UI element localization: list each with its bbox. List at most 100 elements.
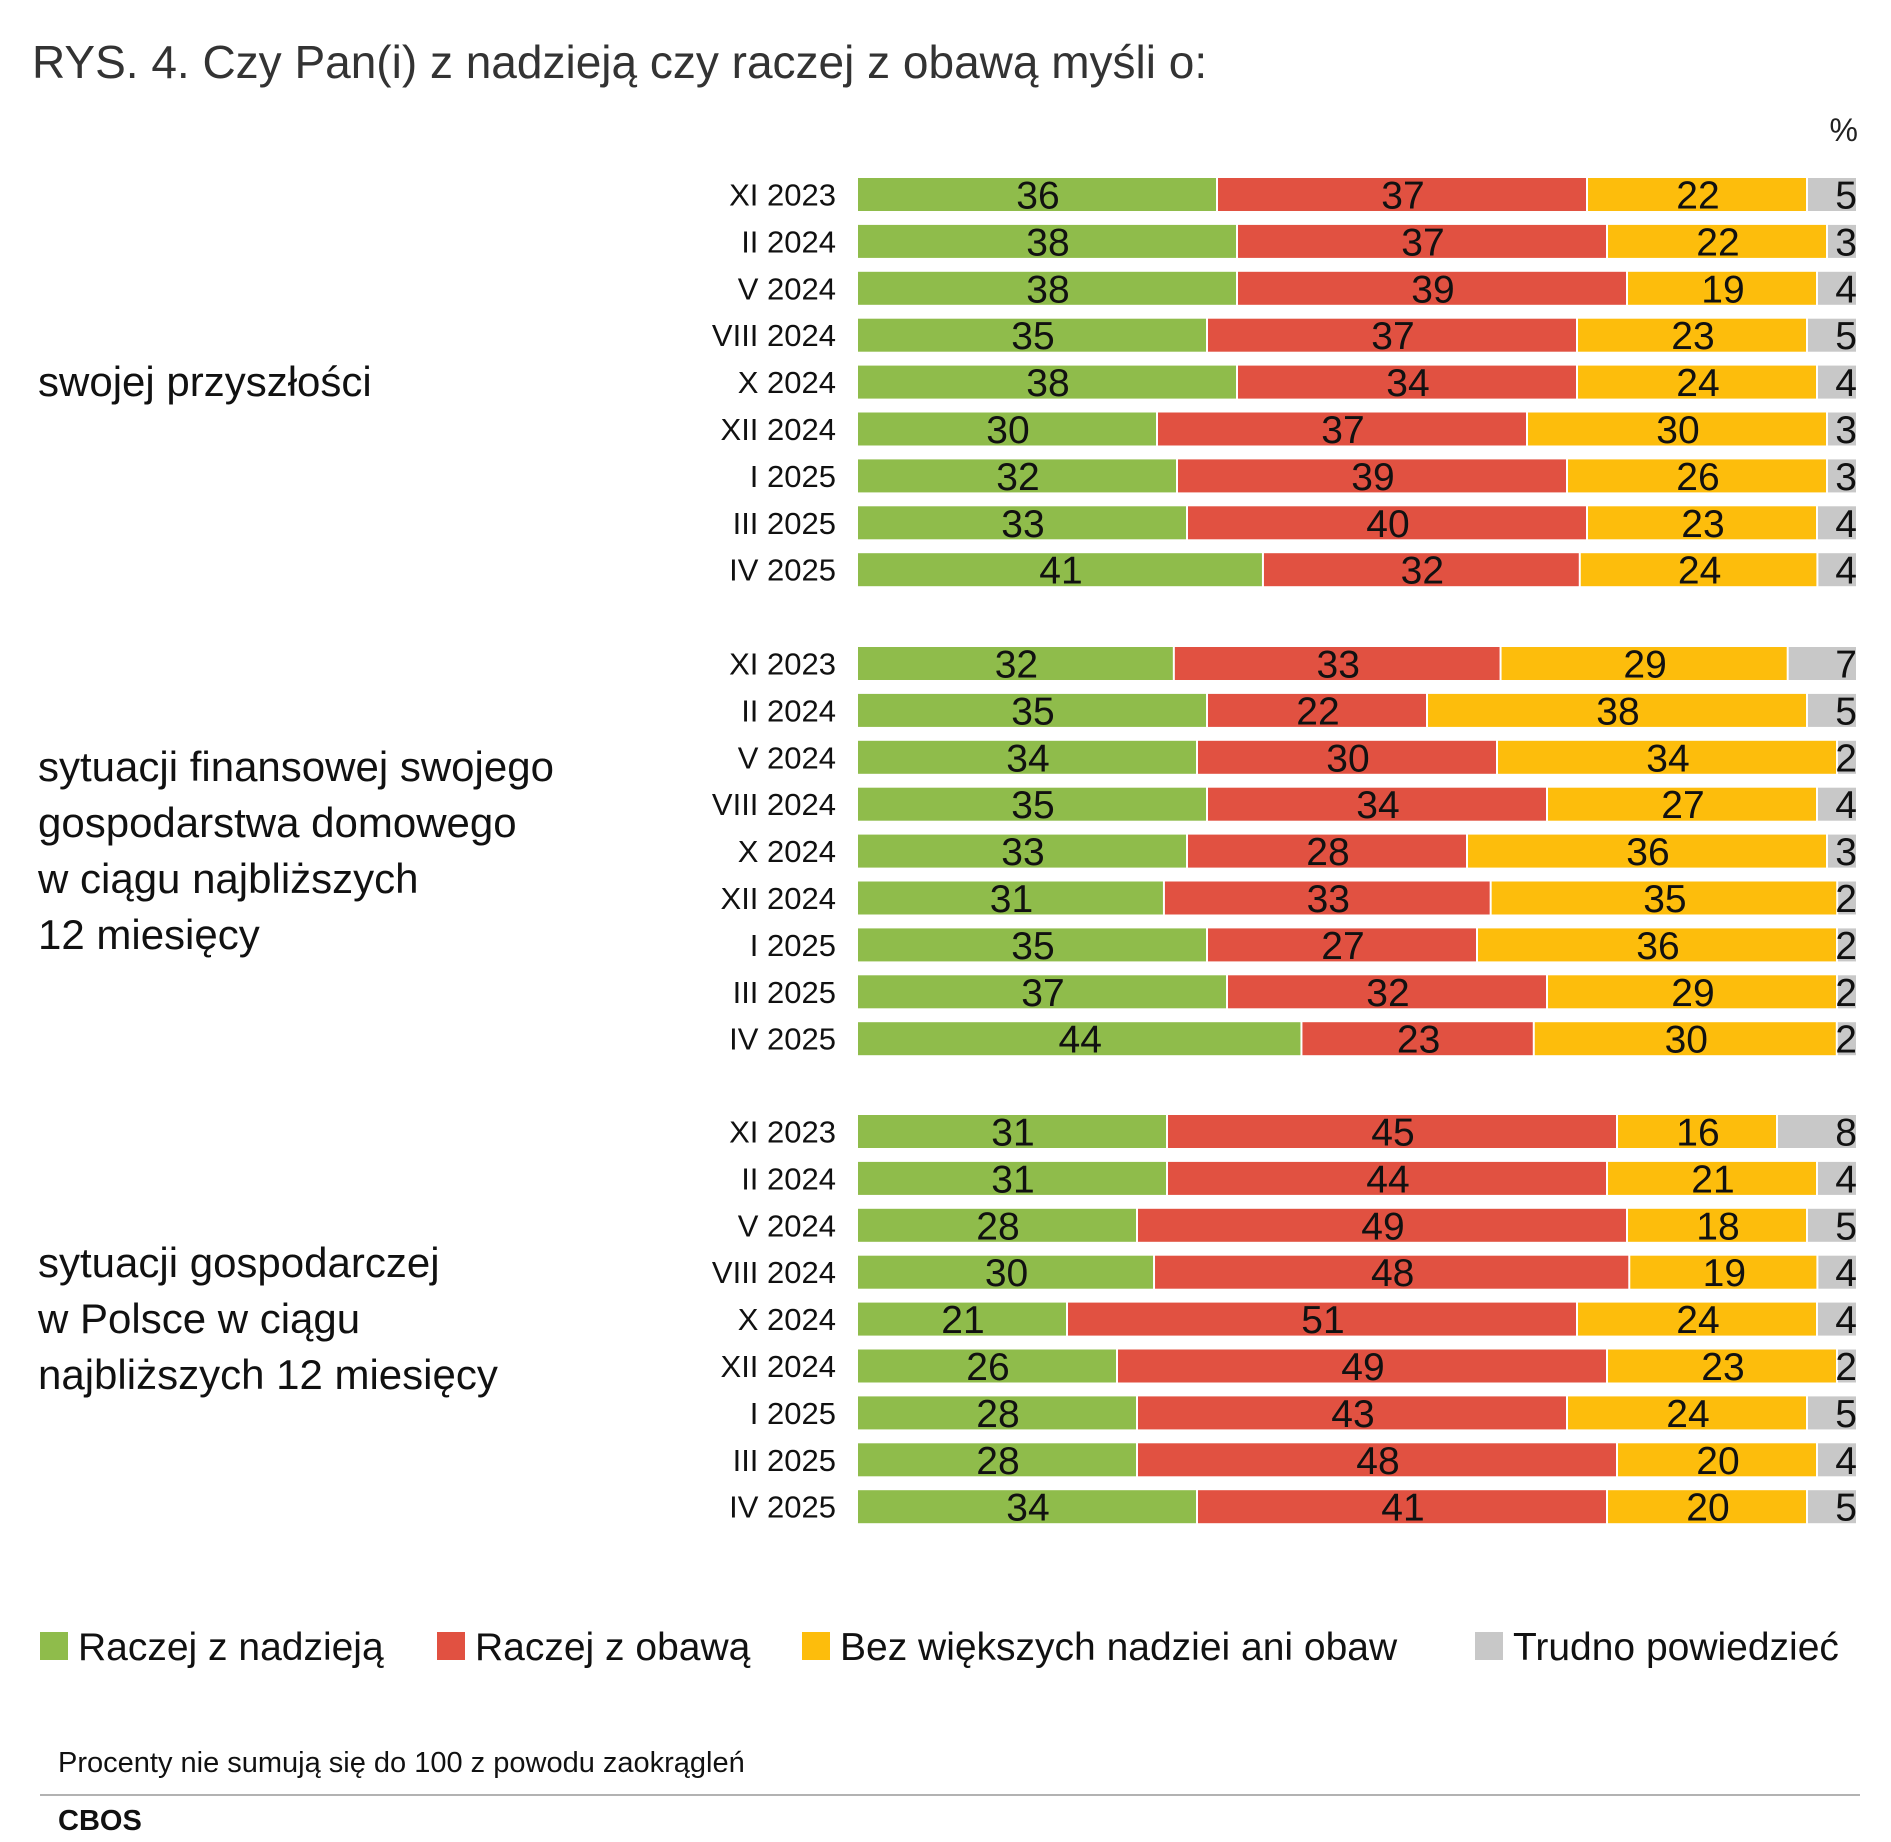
group-label-line: w ciągu najbliższych: [37, 855, 419, 902]
group-label-line: 12 miesięcy: [38, 911, 260, 958]
bar-segment-fear: [1118, 1349, 1606, 1383]
bar-segment-neutral: [1618, 1115, 1776, 1148]
bar-row: V 2024 34 30 34 2: [738, 737, 1857, 780]
bar-segment-neutral: [1588, 506, 1816, 540]
bar-segment-fear: [1263, 553, 1579, 587]
row-label: I 2025: [750, 459, 836, 494]
data-label: 38: [1026, 268, 1069, 311]
data-label: 49: [1341, 1346, 1384, 1389]
bar-segment-neutral: [1580, 553, 1817, 587]
bar-segment-fear: [1228, 975, 1546, 1009]
data-label: 24: [1678, 550, 1721, 593]
data-label: 30: [1665, 1019, 1708, 1062]
data-label: 3: [1835, 409, 1857, 452]
bar-segment-unsure: [1778, 1115, 1856, 1148]
data-label: 3: [1835, 221, 1857, 264]
bar-segment-fear: [1238, 224, 1606, 258]
bar-segment-neutral: [1608, 1490, 1806, 1524]
bar-segment-neutral: [1628, 271, 1816, 305]
data-label: 44: [1059, 1019, 1102, 1062]
bar-segment-unsure: [1828, 224, 1856, 258]
bar-segment-hope: [858, 881, 1163, 915]
data-label: 31: [991, 1112, 1034, 1155]
group-1: swojej przyszłości XI 2023 36 37 22 5 II 2024 3…: [38, 175, 1857, 593]
data-label: 35: [1011, 784, 1054, 827]
data-label: 27: [1661, 784, 1704, 827]
bar-row: VIII 2024 30 48 19 4: [712, 1252, 1857, 1295]
legend-swatch: [802, 1632, 830, 1660]
data-label: 33: [1307, 878, 1350, 921]
row-label: XI 2023: [729, 178, 836, 213]
data-label: 40: [1366, 503, 1409, 546]
row-label: II 2024: [741, 693, 836, 728]
data-label: 5: [1835, 1205, 1857, 1248]
row-label: III 2025: [733, 975, 836, 1010]
bar-segment-fear: [1198, 1490, 1606, 1524]
bar-segment-unsure: [1838, 928, 1856, 962]
data-label: 38: [1596, 690, 1639, 733]
data-label: 37: [1321, 409, 1364, 452]
data-label: 32: [995, 644, 1038, 687]
data-label: 30: [1656, 409, 1699, 452]
bar-segment-unsure: [1818, 1302, 1856, 1336]
bar-segment-unsure: [1828, 834, 1856, 868]
data-label: 7: [1835, 644, 1857, 687]
data-label: 37: [1021, 972, 1064, 1015]
bar-segment-hope: [858, 1443, 1136, 1477]
data-label: 5: [1835, 315, 1857, 358]
data-label: 39: [1351, 456, 1394, 499]
bar-segment-fear: [1188, 506, 1586, 540]
data-label: 38: [1026, 221, 1069, 264]
data-label: 20: [1696, 1440, 1739, 1483]
data-label: 35: [1011, 925, 1054, 968]
bar-row: V 2024 38 39 19 4: [738, 268, 1857, 311]
bar-segment-fear: [1238, 365, 1576, 399]
data-label: 22: [1296, 690, 1339, 733]
bar-segment-fear: [1302, 1022, 1533, 1056]
bar-segment-hope: [858, 1255, 1154, 1289]
data-label: 23: [1681, 503, 1724, 546]
row-label: XII 2024: [721, 1349, 836, 1384]
data-label: 33: [1001, 503, 1044, 546]
data-label: 28: [976, 1440, 1019, 1483]
bar-segment-neutral: [1548, 787, 1816, 821]
bar-row: III 2025 37 32 29 2: [733, 972, 1857, 1015]
legend-item-neutral: Bez większych nadziei ani obaw: [802, 1626, 1398, 1669]
data-label: 37: [1381, 175, 1424, 218]
bar-segment-unsure: [1808, 1208, 1856, 1242]
bar-segment-fear: [1164, 881, 1490, 915]
data-label: 3: [1835, 831, 1857, 874]
data-label: 37: [1401, 221, 1444, 264]
data-label: 5: [1835, 175, 1857, 218]
data-label: 2: [1835, 925, 1857, 968]
group-label-line: sytuacji gospodarczej: [38, 1239, 440, 1286]
data-label: 34: [1006, 1487, 1049, 1530]
bar-segment-neutral: [1628, 1208, 1806, 1242]
bar-segment-hope: [858, 1161, 1166, 1195]
group-3: sytuacji gospodarczej w Polsce w ciągu naj…: [37, 1112, 1857, 1530]
data-label: 5: [1835, 1487, 1857, 1530]
data-label: 35: [1011, 690, 1054, 733]
data-label: 4: [1835, 1440, 1857, 1483]
data-label: 48: [1356, 1440, 1399, 1483]
bar-segment-fear: [1155, 1255, 1629, 1289]
data-label: 4: [1835, 268, 1857, 311]
data-label: 19: [1703, 1252, 1746, 1295]
bar-segment-hope: [858, 506, 1186, 540]
bar-segment-unsure: [1828, 412, 1856, 446]
bar-segment-neutral: [1548, 975, 1836, 1009]
bar-segment-hope: [858, 553, 1262, 587]
bar-segment-neutral: [1578, 318, 1806, 352]
bar-row: IV 2025 44 23 30 2: [729, 1019, 1857, 1062]
data-label: 30: [1326, 737, 1369, 780]
bar-segment-hope: [858, 271, 1236, 305]
bar-segment-fear: [1174, 647, 1500, 680]
data-label: 32: [1366, 972, 1409, 1015]
data-label: 31: [991, 1158, 1034, 1201]
data-label: 30: [986, 409, 1029, 452]
rounding-note: Procenty nie sumują się do 100 z powodu …: [58, 1747, 745, 1779]
bar-segment-unsure: [1818, 1443, 1856, 1477]
data-label: 23: [1671, 315, 1714, 358]
bar-segment-fear: [1208, 318, 1576, 352]
bar-row: IV 2025 41 32 24 4: [729, 550, 1857, 593]
